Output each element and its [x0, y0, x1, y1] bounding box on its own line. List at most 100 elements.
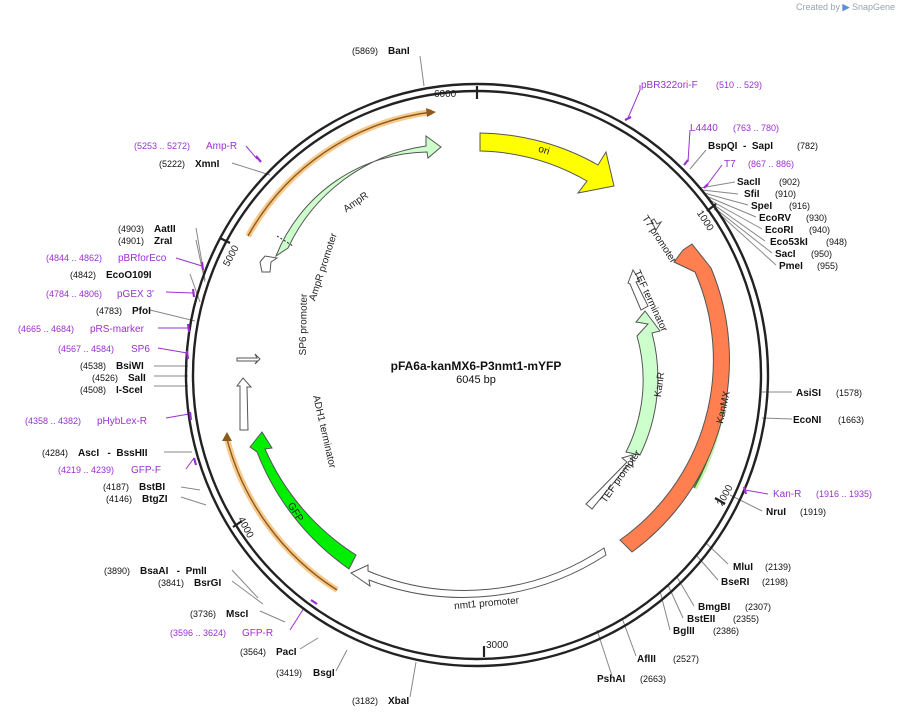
- svg-text:(4187): (4187): [103, 482, 129, 492]
- svg-text:pGEX 3': pGEX 3': [117, 289, 154, 300]
- svg-text:BseRI: BseRI: [721, 577, 750, 588]
- tef-promoter-arrow: [585, 454, 634, 510]
- enzyme-i-scei: (4508) I-SceI: [80, 385, 143, 396]
- svg-text:(4844 .. 4862): (4844 .. 4862): [46, 253, 102, 263]
- enzyme-sali: (4526) SalI: [92, 373, 146, 384]
- svg-text:(1578): (1578): [836, 388, 862, 398]
- label-adh1-terminator: ADH1 terminator: [310, 394, 338, 470]
- svg-text:(4146): (4146): [106, 494, 132, 504]
- label-sp6-promoter: SP6 promoter: [298, 293, 310, 356]
- enzyme-bglii: BglII (2386): [673, 626, 739, 637]
- enzyme-btgzi: (4146) BtgZI: [106, 494, 168, 505]
- svg-text:GFP-F: GFP-F: [131, 465, 161, 476]
- ampr-promoter-arrow: [259, 255, 279, 273]
- svg-text:(4358 .. 4382): (4358 .. 4382): [25, 416, 81, 426]
- svg-text:(948): (948): [826, 237, 847, 247]
- svg-text:(4219 .. 4239): (4219 .. 4239): [58, 465, 114, 475]
- enzyme-eco53ki: Eco53kI (948): [770, 237, 847, 248]
- svg-text:(3890): (3890): [104, 566, 130, 576]
- feature-gfp[interactable]: GFP: [249, 431, 357, 570]
- feature-label-ampr: AmpR: [342, 190, 371, 215]
- svg-text:BstBI: BstBI: [139, 482, 165, 493]
- snapgene-attribution: Created by ▶ SnapGene: [796, 2, 895, 13]
- svg-text:SpeI: SpeI: [751, 201, 772, 212]
- svg-text:(4783): (4783): [96, 306, 122, 316]
- svg-text:EcoRV: EcoRV: [759, 213, 791, 224]
- tick-label-1000: 1000: [694, 209, 716, 234]
- svg-text:(940): (940): [809, 225, 830, 235]
- svg-text:SacII: SacII: [737, 177, 761, 188]
- svg-text:BmgBI: BmgBI: [698, 602, 730, 613]
- created-by-text: Created by: [795, 2, 840, 12]
- svg-text:BspQI - SapI: BspQI - SapI: [708, 141, 773, 152]
- tick-label-3000: 3000: [486, 640, 509, 651]
- enzyme-pshai: PshAI (2663): [597, 674, 666, 685]
- enzyme-bsaai-pmli: (3890) BsaAI - PmlI: [104, 566, 207, 577]
- enzyme-xbai: (3182) XbaI: [352, 696, 409, 707]
- enzyme-pmei: PmeI (955): [779, 261, 838, 272]
- svg-text:XmnI: XmnI: [195, 159, 220, 170]
- enzyme-xmni: (5222) XmnI: [159, 159, 220, 170]
- svg-text:(1919): (1919): [800, 507, 826, 517]
- svg-text:(5222): (5222): [159, 159, 185, 169]
- svg-text:BsgI: BsgI: [313, 668, 335, 679]
- svg-text:(1916 .. 1935): (1916 .. 1935): [816, 489, 872, 499]
- svg-text:I-SceI: I-SceI: [116, 385, 143, 396]
- enzyme-nrui: NruI (1919): [766, 507, 826, 518]
- snapgene-logo: ▶: [842, 2, 850, 12]
- svg-text:(2355): (2355): [733, 614, 759, 624]
- primer-amp-r: (5253 .. 5272) Amp-R: [134, 141, 237, 152]
- primer-labels: pBR322ori-F (510 .. 529) L4440 (763 .. 780…: [18, 80, 872, 639]
- svg-text:(902): (902): [779, 177, 800, 187]
- enzyme-bsiwi: (4538) BsiWI: [80, 361, 144, 372]
- feature-ori[interactable]: ori: [479, 132, 615, 194]
- svg-text:MluI: MluI: [733, 562, 753, 573]
- svg-text:AatII: AatII: [154, 224, 176, 235]
- enzyme-bspqI-sapI: BspQI - SapI (782): [708, 141, 818, 152]
- promoter-labels: T7 promoter TEF terminator TEF promoter …: [298, 214, 679, 613]
- primer-pbr322ori-f: pBR322ori-F (510 .. 529): [641, 80, 762, 91]
- primer-gfp-f: (4219 .. 4239) GFP-F: [58, 465, 161, 476]
- svg-text:PmeI: PmeI: [779, 261, 803, 272]
- svg-text:(2386): (2386): [713, 626, 739, 636]
- svg-text:EcoO109I: EcoO109I: [106, 270, 152, 281]
- feature-ampr[interactable]: AmpR: [274, 135, 442, 258]
- enzyme-speI: SpeI (916): [751, 201, 810, 212]
- primer-band-left-bottom: [224, 438, 339, 593]
- svg-text:PshAI: PshAI: [597, 674, 626, 685]
- svg-text:(4665 .. 4684): (4665 .. 4684): [18, 324, 74, 334]
- svg-text:(3736): (3736): [190, 609, 216, 619]
- svg-text:(5253 .. 5272): (5253 .. 5272): [134, 141, 190, 151]
- enzyme-bmgbi: BmgBI (2307): [698, 602, 771, 613]
- svg-text:T7: T7: [724, 159, 736, 170]
- enzyme-saci: SacI (950): [775, 249, 832, 260]
- svg-text:AflII: AflII: [637, 654, 656, 665]
- svg-text:(4508): (4508): [80, 385, 106, 395]
- svg-text:pBR322ori-F: pBR322ori-F: [641, 80, 698, 91]
- label-t7-promoter: T7 promoter: [639, 214, 678, 266]
- enzyme-sfiI: SfiI (910): [744, 189, 796, 200]
- svg-text:(5869): (5869): [352, 46, 378, 56]
- primer-t7: T7 (867 .. 886): [724, 159, 794, 170]
- enzyme-labels: (5869) BanI BspQI - SapI (782) SacII (902) …: [42, 46, 864, 707]
- svg-text:PacI: PacI: [276, 647, 297, 658]
- svg-text:(4567 .. 4584): (4567 .. 4584): [58, 344, 114, 354]
- svg-text:(3596 .. 3624): (3596 .. 3624): [170, 628, 226, 638]
- svg-text:SacI: SacI: [775, 249, 796, 260]
- primer-prs-marker: (4665 .. 4684) pRS-marker: [18, 324, 145, 335]
- enzyme-asisi: AsiSI (1578): [796, 388, 862, 399]
- enzyme-banI: (5869) BanI: [352, 46, 410, 57]
- feature-kanr[interactable]: KanR: [625, 310, 667, 456]
- svg-text:AscI - BssHII: AscI - BssHII: [78, 448, 148, 459]
- svg-text:(2307): (2307): [745, 602, 771, 612]
- enzyme-bsrgi: (3841) BsrGI: [158, 578, 221, 589]
- enzyme-sacII: SacII (902): [737, 177, 800, 188]
- svg-text:Eco53kI: Eco53kI: [770, 237, 808, 248]
- t7-promoter-arrow: [650, 218, 663, 231]
- svg-text:MscI: MscI: [226, 609, 248, 620]
- svg-text:NruI: NruI: [766, 507, 786, 518]
- svg-text:(4784 .. 4806): (4784 .. 4806): [46, 289, 102, 299]
- svg-text:(2527): (2527): [673, 654, 699, 664]
- svg-text:(916): (916): [789, 201, 810, 211]
